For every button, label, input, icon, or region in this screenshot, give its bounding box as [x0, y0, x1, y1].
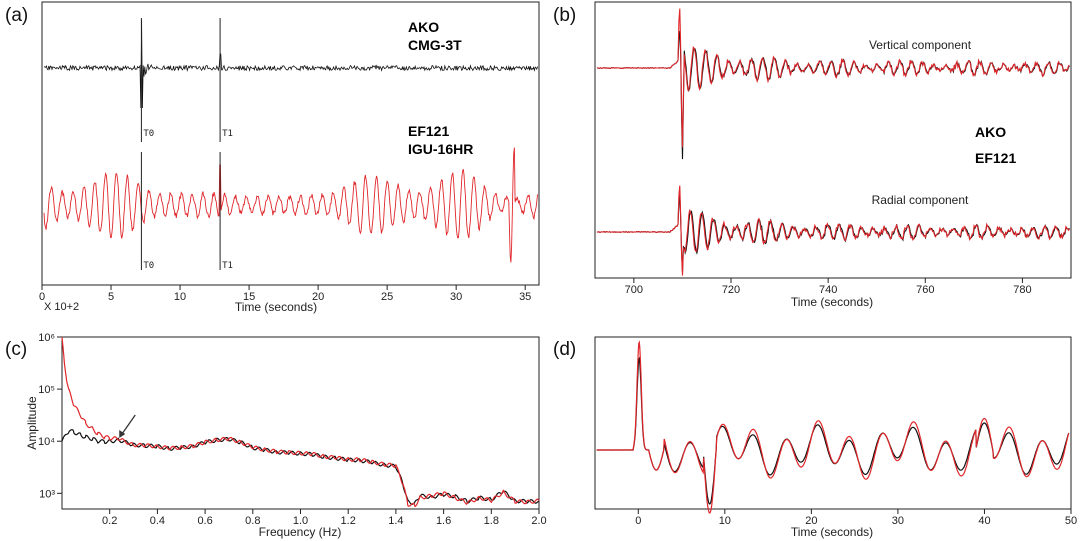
x-tick-label: 1.2: [341, 515, 356, 527]
arrow-head: [119, 430, 126, 439]
station-name-ako: AKO: [408, 19, 439, 35]
panel-c-ticks: 0.2 0.4 0.6 0.8 1.0 1.2 1.4 1.6 1.8 2.0 10⁶ 10⁵ 10⁴ 1…: [38, 332, 547, 527]
panel-c-annotation-arrow: [119, 414, 136, 439]
x-tick-label: 720: [722, 284, 740, 296]
legend-ef121: EF121: [975, 150, 1016, 166]
panel-a-trace-ef121: [43, 147, 538, 263]
vertical-component-label: Vertical component: [869, 38, 972, 52]
panel-b-x-ticks: 700 720 740 760 780: [625, 278, 1032, 296]
x-tick-label: 40: [978, 515, 990, 527]
x-tick-label: 25: [381, 291, 393, 303]
panel-d-frame: [594, 336, 1072, 510]
panel-d: (d) 0 10 20 30 40 50 Time (seconds): [553, 336, 1077, 539]
station-name-ef121: EF121: [408, 123, 449, 139]
x-tick-label: 0.6: [197, 515, 212, 527]
y-tick-label: 10⁴: [38, 436, 55, 448]
panel-b-radial-ako: [596, 194, 1070, 272]
panel-d-x-label: Time (seconds): [791, 525, 873, 539]
x-tick-label: 0: [39, 291, 45, 303]
panel-c-spectrum-ako: [61, 428, 540, 506]
panel-d-x-ticks: 0 10 20 30 40 50: [635, 509, 1077, 527]
x-tick-label: 10: [719, 515, 731, 527]
x-tick-label: 780: [1013, 284, 1031, 296]
marker-label: T1: [222, 129, 233, 139]
x-tick-label: 30: [450, 291, 462, 303]
panel-a-trace-ako: [43, 19, 538, 109]
legend-ako: AKO: [975, 124, 1006, 140]
y-tick-label: 10³: [39, 488, 55, 500]
panel-label-a: (a): [5, 5, 28, 26]
x-tick-label: 0.4: [150, 515, 165, 527]
marker-label: T0: [143, 261, 154, 271]
marker-label: T0: [143, 129, 154, 139]
panel-b-vertical-ef121: [596, 8, 1070, 148]
x-tick-label: 5: [108, 291, 114, 303]
radial-component-label: Radial component: [872, 193, 969, 207]
panel-a-x-label: Time (seconds): [235, 300, 317, 314]
instrument-name-cmg3t: CMG-3T: [408, 37, 462, 53]
x-tick-label: 1.4: [388, 515, 403, 527]
x-tick-label: 740: [819, 284, 837, 296]
x-tick-label: 1.6: [436, 515, 451, 527]
panel-d-ef121: [596, 340, 1070, 514]
panel-b-radial-ef121: [596, 185, 1070, 276]
x-tick-label: 0: [635, 515, 641, 527]
panel-b-frame: [594, 1, 1072, 279]
x-tick-label: 2.0: [531, 515, 546, 527]
arrow-shaft: [120, 414, 136, 436]
instrument-name-igu16hr: IGU-16HR: [408, 141, 473, 157]
panel-c-x-label: Frequency (Hz): [259, 525, 342, 539]
panel-label-b: (b): [553, 5, 576, 26]
x-tick-label: 760: [916, 284, 934, 296]
y-tick-label: 10⁶: [38, 332, 55, 344]
panel-c-spectrum-ef121: [61, 336, 540, 508]
panel-c-frame: [61, 336, 540, 510]
x-tick-label: 10: [174, 291, 186, 303]
x-tick-label: 20: [805, 515, 817, 527]
panel-a-axis-multiplier: X 10+2: [44, 301, 79, 313]
panel-c-y-label: Amplitude: [25, 396, 39, 450]
x-tick-label: 0.2: [102, 515, 117, 527]
x-tick-label: 50: [1065, 515, 1077, 527]
panel-a-x-ticks: 0 5 10 15 20 25 30 35: [39, 285, 531, 303]
x-tick-label: 30: [892, 515, 904, 527]
x-tick-label: 0.8: [245, 515, 260, 527]
panel-a: (a) 0 5 10 15 20 25 30 35 X 10+2 Time (seconds)…: [5, 1, 540, 314]
panel-b: (b) 700 720 740 760 780 Time (seconds) Verti…: [553, 1, 1072, 309]
y-tick-label: 10⁵: [38, 384, 55, 396]
panel-a-frame: [41, 1, 540, 286]
x-tick-label: 1.0: [293, 515, 308, 527]
x-tick-label: 1.8: [484, 515, 499, 527]
x-tick-label: 700: [625, 284, 643, 296]
panel-b-x-label: Time (seconds): [791, 295, 873, 309]
panel-label-c: (c): [5, 339, 27, 360]
x-tick-label: 20: [312, 291, 324, 303]
panel-label-d: (d): [553, 339, 576, 360]
panel-a-markers: T0 T0 T1 T1: [140, 18, 233, 271]
x-tick-label: 35: [519, 291, 531, 303]
x-tick-label: 15: [243, 291, 255, 303]
marker-label: T1: [222, 261, 233, 271]
panel-d-ako: [596, 356, 1070, 505]
panel-c: (c) 0.2 0.4 0.6 0.8 1.0 1.2 1.4 1.6 1.8 2.0 10⁶ 10⁵…: [5, 332, 547, 539]
